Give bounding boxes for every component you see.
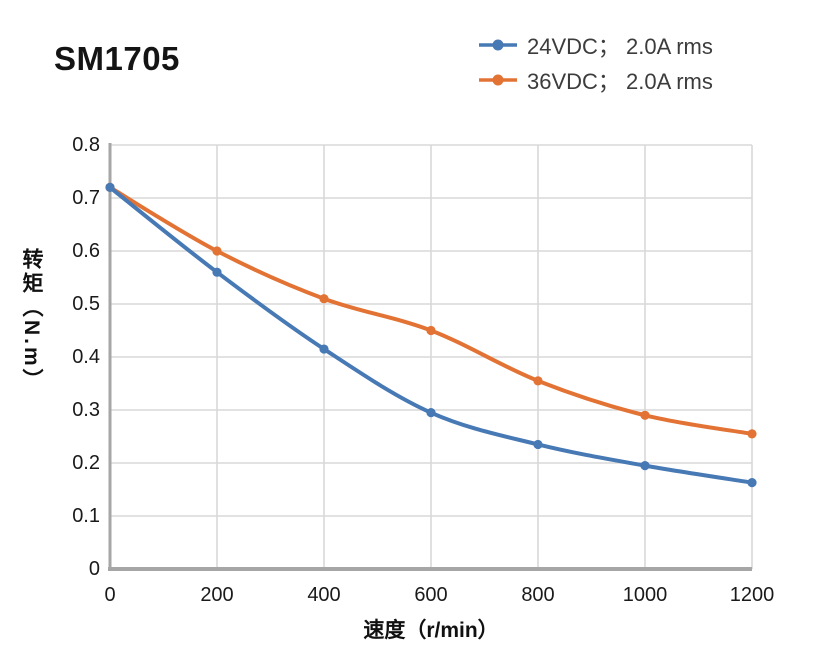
chart-title: SM1705 xyxy=(54,40,180,77)
plot-area xyxy=(105,143,757,571)
y-tick-label: 0.7 xyxy=(72,187,100,209)
y-tick-label: 0.5 xyxy=(72,293,100,315)
series-marker-24vdc xyxy=(533,439,543,450)
series-marker-36vdc xyxy=(319,294,329,304)
y-tick-label: 0.3 xyxy=(72,399,100,421)
x-tick-label: 0 xyxy=(104,584,116,606)
legend: 24VDC； 2.0A rms 36VDC； 2.0A rms xyxy=(477,28,713,96)
series-marker-36vdc xyxy=(747,429,757,439)
series-marker-36vdc xyxy=(426,325,436,336)
legend-marker-icon xyxy=(479,39,517,50)
legend-label: 36VDC； 2.0A rms xyxy=(527,68,713,94)
y-tick-label: 0.8 xyxy=(72,134,100,156)
series-marker-24vdc xyxy=(747,478,757,488)
legend-item: 24VDC； 2.0A rms xyxy=(477,28,713,61)
series-marker-36vdc xyxy=(212,246,222,256)
legend-marker-icon xyxy=(479,74,517,85)
series-marker-24vdc xyxy=(426,408,436,418)
plot-svg xyxy=(105,143,757,571)
y-tick-label: 0.6 xyxy=(72,240,100,262)
series-marker-24vdc xyxy=(319,344,329,354)
legend-label: 24VDC； 2.0A rms xyxy=(527,33,713,59)
series-marker-24vdc xyxy=(640,461,650,471)
series-marker-36vdc xyxy=(533,376,543,386)
x-tick-label: 800 xyxy=(521,584,555,606)
y-tick-label: 0.1 xyxy=(72,505,100,527)
x-axis-title: 速度（r/min） xyxy=(363,619,499,642)
series-marker-24vdc xyxy=(212,267,222,277)
y-axis-title: 转矩（N.m） xyxy=(20,248,43,393)
x-tick-label: 1000 xyxy=(622,584,668,606)
x-tick-label: 1200 xyxy=(729,584,775,606)
legend-item: 36VDC； 2.0A rms xyxy=(477,63,713,96)
y-tick-label: 0 xyxy=(88,558,100,580)
x-tick-label: 200 xyxy=(200,584,234,606)
y-tick-label: 0.2 xyxy=(72,452,100,474)
series-marker-36vdc xyxy=(640,410,650,420)
series-marker-24vdc xyxy=(105,182,115,192)
x-tick-label: 600 xyxy=(414,584,448,606)
y-tick-label: 0.4 xyxy=(72,346,100,368)
x-tick-label: 400 xyxy=(307,584,341,606)
